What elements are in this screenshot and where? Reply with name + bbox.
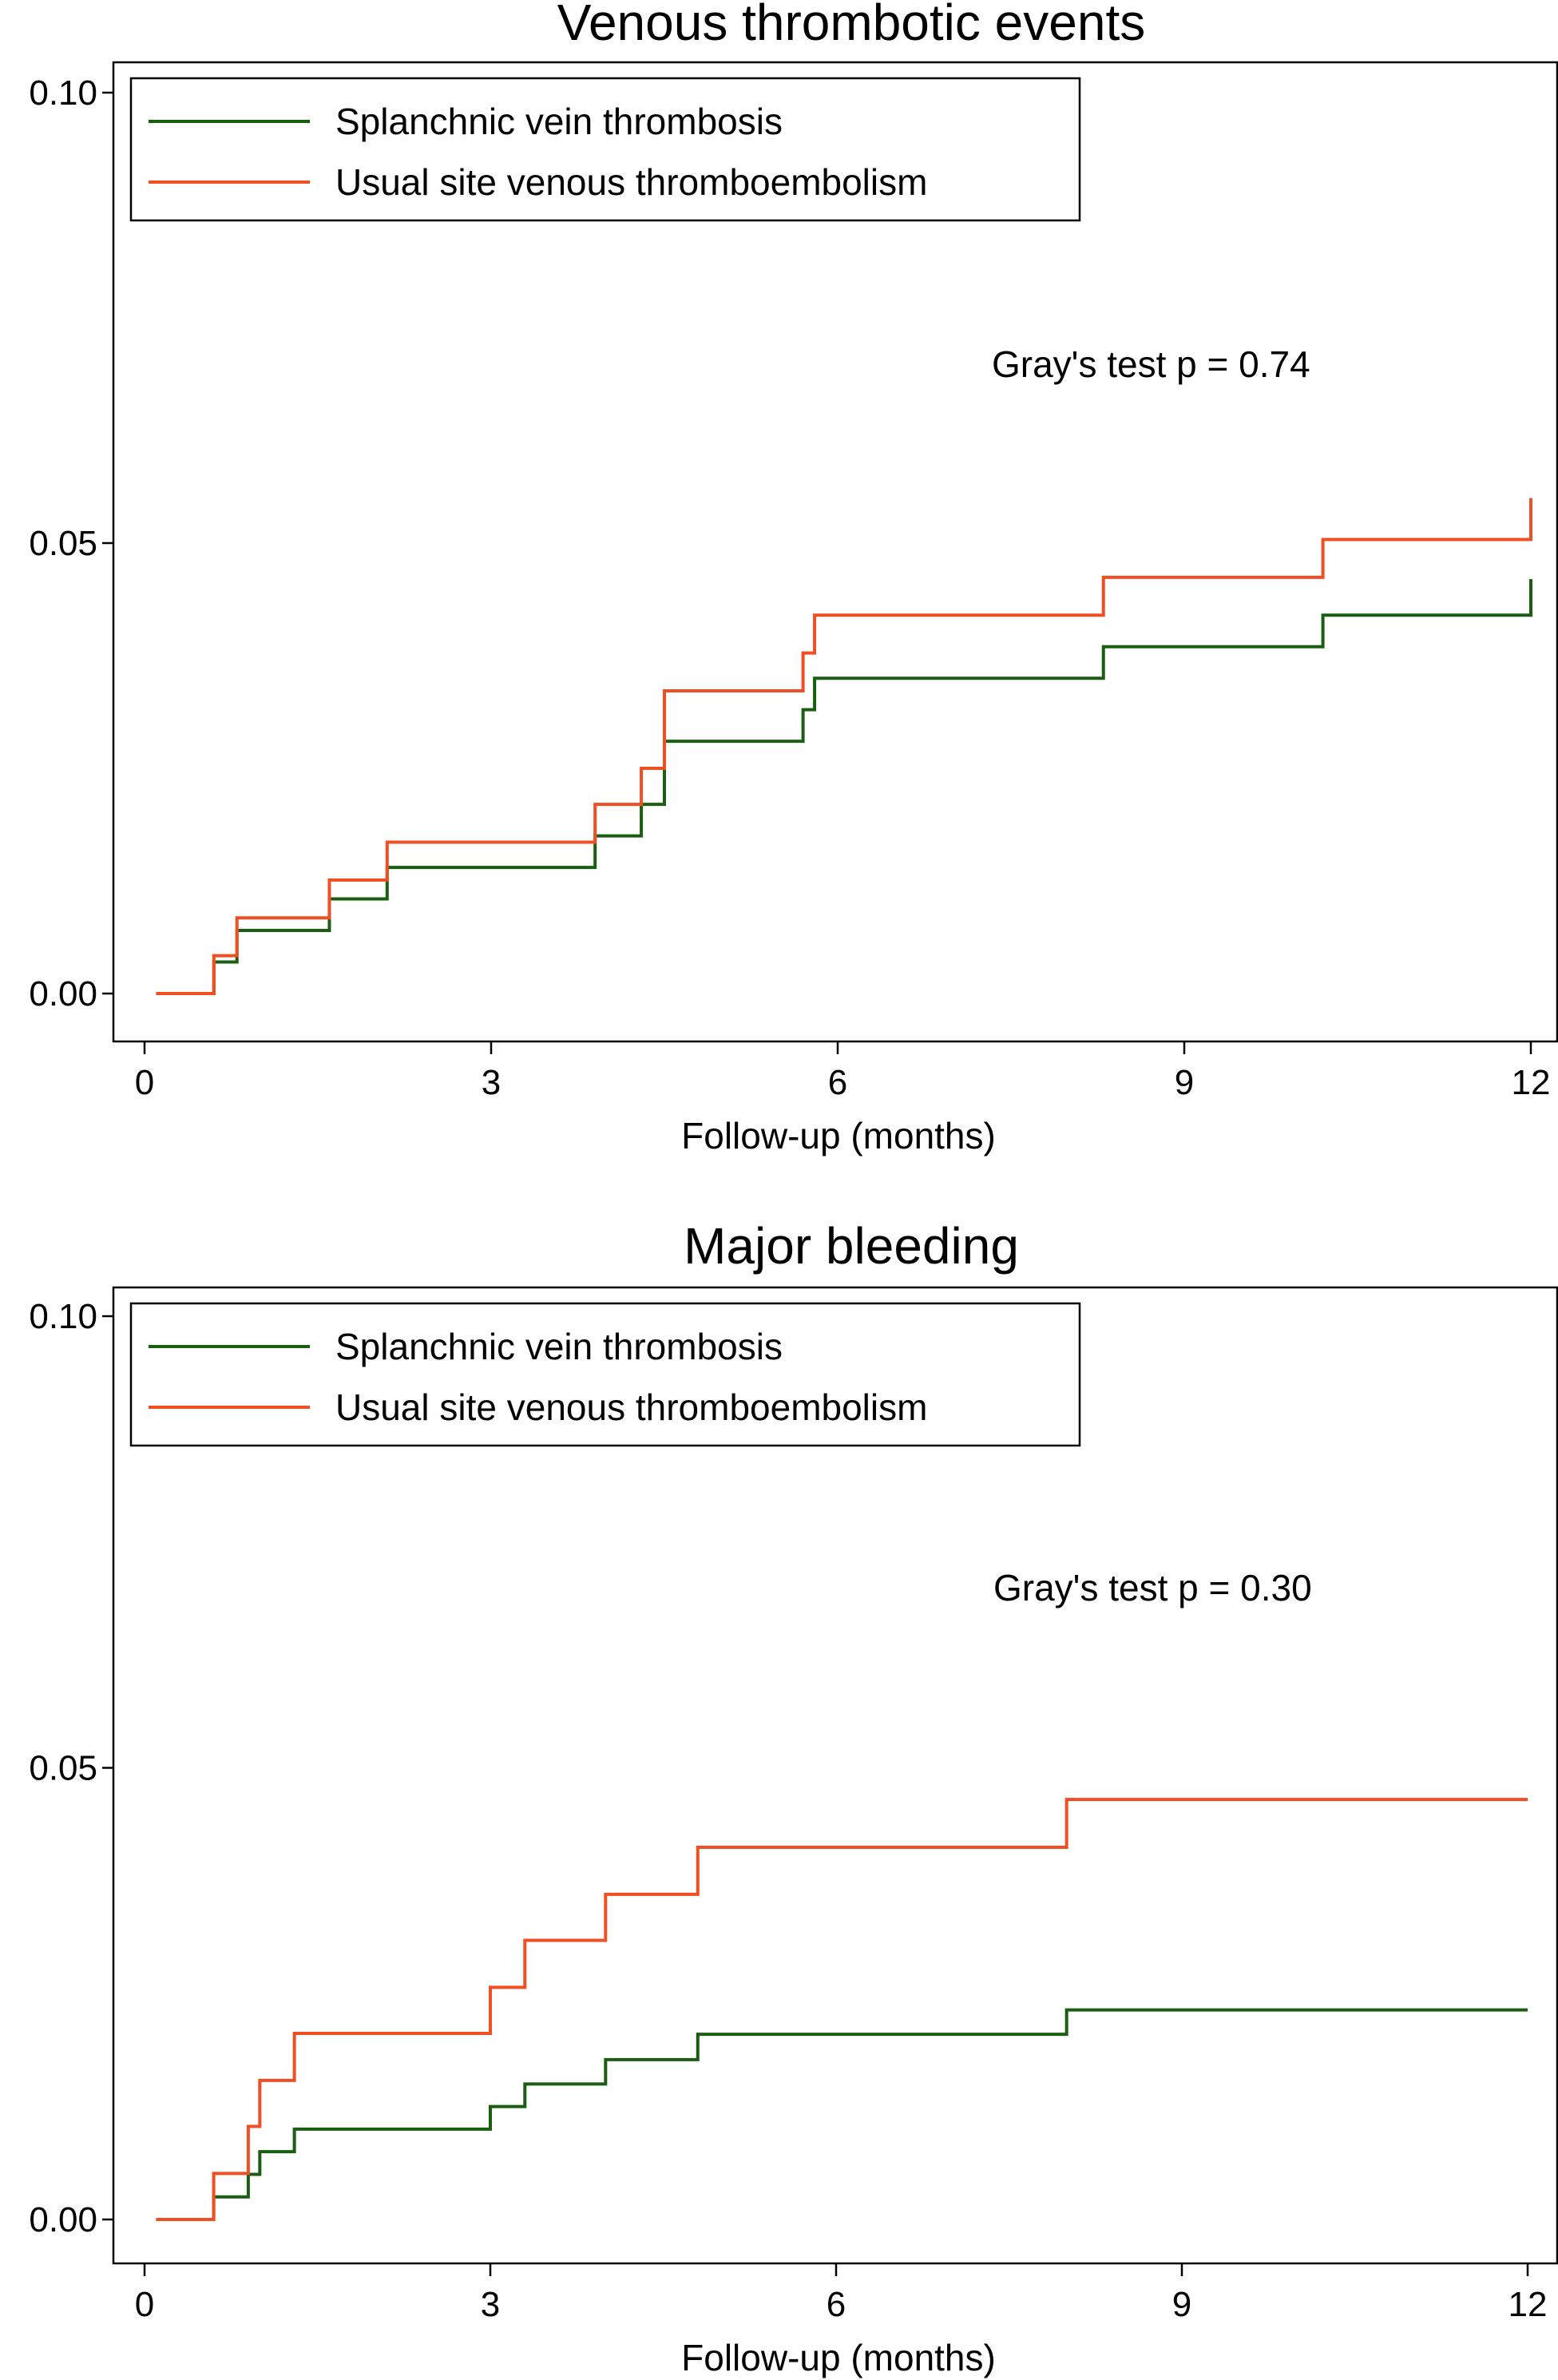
x-tick-label: 6 bbox=[828, 1063, 847, 1102]
x-tick-label: 6 bbox=[827, 2285, 846, 2324]
chart-title: Major bleeding bbox=[684, 1217, 1019, 1275]
y-tick-label: 0.10 bbox=[29, 73, 97, 113]
y-tick-label: 0.05 bbox=[29, 524, 97, 563]
y-tick-label: 0.10 bbox=[29, 1297, 97, 1336]
grays-test-annotation: Gray's test p = 0.74 bbox=[992, 343, 1310, 385]
legend-entry: Splanchnic vein thrombosis bbox=[149, 101, 783, 142]
legend-box bbox=[129, 1302, 1081, 1447]
x-tick-label: 12 bbox=[1508, 2285, 1548, 2324]
legend-label: Splanchnic vein thrombosis bbox=[335, 101, 783, 142]
y-tick-label: 0.05 bbox=[29, 1749, 97, 1788]
series-splanchnic-vein-thrombosis bbox=[156, 2008, 1528, 2221]
y-tick-label: 0.00 bbox=[29, 974, 97, 1013]
chart-venous-thrombotic-events: Venous thrombotic events 0.00 0.05 0.10 0 3 6 9… bbox=[29, 0, 1558, 1156]
legend-box bbox=[129, 77, 1081, 222]
grays-test-annotation: Gray's test p = 0.30 bbox=[993, 1567, 1312, 1608]
chart-major-bleeding: Major bleeding 0.00 0.05 0.10 0 3 6 9 12 Follow-u… bbox=[29, 1217, 1558, 2378]
chart-title: Venous thrombotic events bbox=[557, 0, 1145, 51]
x-tick-label: 9 bbox=[1175, 1063, 1194, 1102]
x-tick-label: 3 bbox=[481, 2285, 500, 2324]
x-tick-label: 3 bbox=[482, 1063, 501, 1102]
legend-entry: Usual site venous thromboembolism bbox=[149, 1386, 927, 1428]
x-tick-label: 9 bbox=[1172, 2285, 1191, 2324]
legend-label: Splanchnic vein thrombosis bbox=[335, 1326, 783, 1367]
legend: Splanchnic vein thrombosis Usual site ven… bbox=[129, 1302, 1081, 1447]
y-tick-label: 0.00 bbox=[29, 2200, 97, 2239]
x-axis-label: Follow-up (months) bbox=[681, 2337, 996, 2378]
legend-entry: Splanchnic vein thrombosis bbox=[149, 1326, 783, 1367]
x-tick-label: 0 bbox=[135, 2285, 154, 2324]
x-tick-label: 12 bbox=[1512, 1063, 1551, 1102]
series-usual-site-vte bbox=[156, 1798, 1528, 2221]
plot-frame bbox=[112, 61, 1558, 1043]
x-axis-label: Follow-up (months) bbox=[681, 1115, 996, 1156]
legend-entry: Usual site venous thromboembolism bbox=[149, 161, 927, 203]
x-tick-label: 0 bbox=[135, 1063, 154, 1102]
legend-label: Usual site venous thromboembolism bbox=[335, 161, 927, 203]
legend-label: Usual site venous thromboembolism bbox=[335, 1386, 927, 1428]
series-usual-site-vte bbox=[156, 498, 1532, 995]
legend: Splanchnic vein thrombosis Usual site ven… bbox=[129, 77, 1081, 222]
